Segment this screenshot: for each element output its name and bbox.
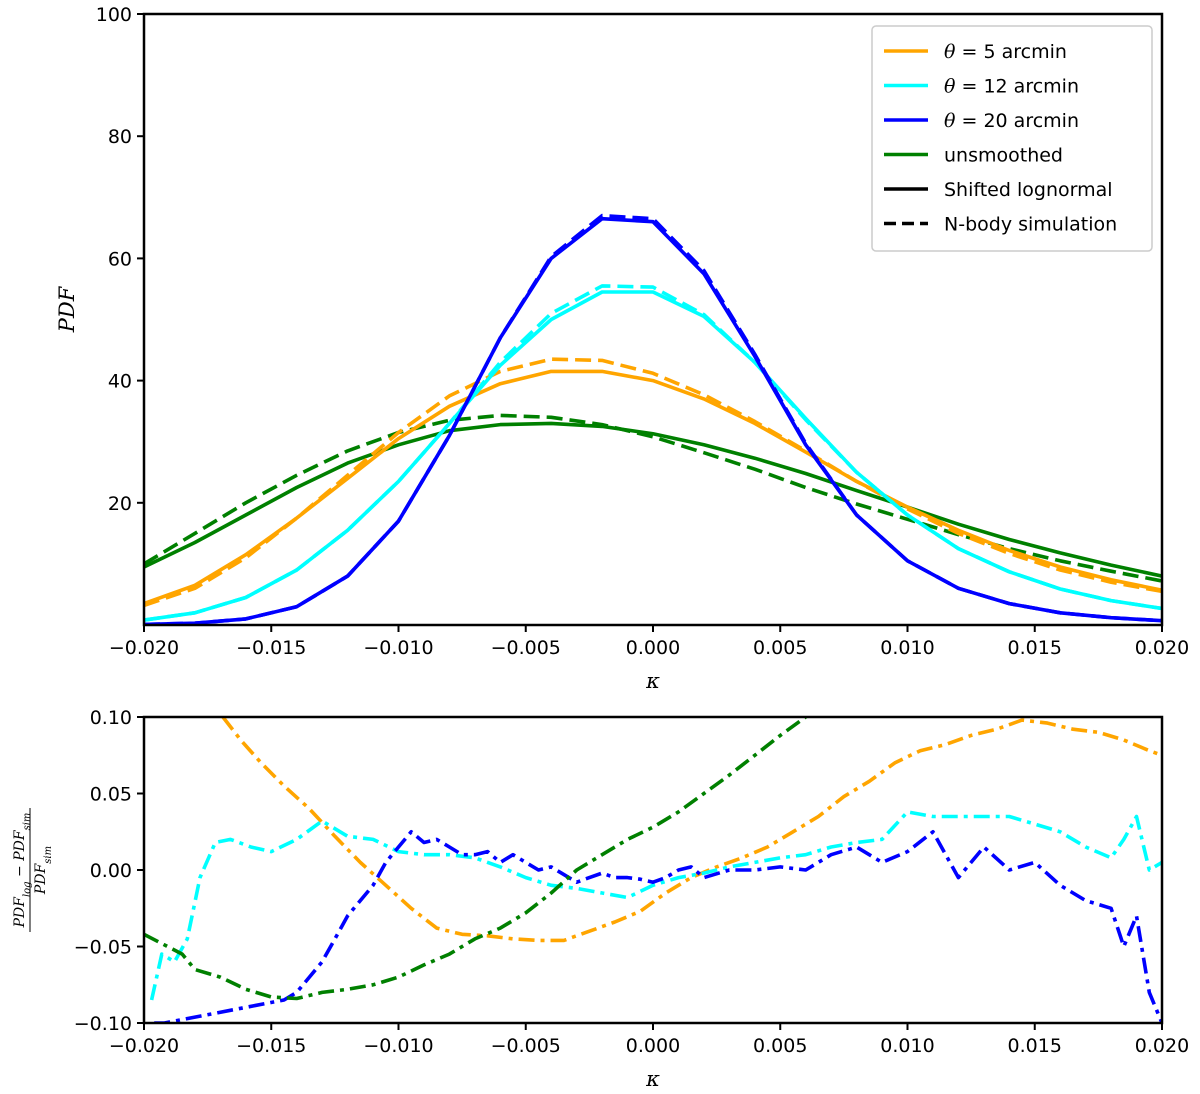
ylabel-num-pdf1: PDF (12, 896, 28, 929)
residual-x-tick-label: −0.015 (236, 1035, 306, 1057)
legend-entry-label: θ = 12 arcmin (944, 76, 1079, 98)
residual-x-axis-label: κ (645, 1067, 660, 1091)
legend-entry-text: 5 arcmin (983, 41, 1066, 63)
residual-series-20-arcmin-residual (154, 829, 1162, 1023)
legend-entry-label: θ = 5 arcmin (944, 41, 1067, 63)
residual-y-tick-label: 0.10 (90, 707, 132, 729)
residual-y-label-numerator: PDFlog − PDFsim (12, 813, 33, 929)
residual-x-tick-label: −0.005 (491, 1035, 561, 1057)
residual-y-tick-label: 0.05 (90, 784, 132, 806)
legend-entry-label: Shifted lognormal (944, 179, 1113, 201)
residual-x-tick-label: 0.015 (1008, 1035, 1062, 1057)
legend-entry-text: 20 arcmin (983, 110, 1079, 132)
legend-entry-text: unsmoothed (944, 145, 1063, 167)
pdf-y-axis-label: PDF (55, 285, 79, 333)
ylabel-minus: − (12, 861, 28, 882)
pdf-panel: −0.020 −0.015 −0.010 −0.005 0.000 0.005 0.010 0… (55, 4, 1189, 693)
pdf-y-tick-label: 40 (108, 371, 132, 393)
pdf-x-axis-label: κ (645, 669, 660, 693)
ylabel-den-sub: sim (43, 846, 54, 864)
pdf-series-unsmoothed-lognormal (144, 421, 1162, 578)
ylabel-num-sub1: log (22, 881, 33, 897)
residual-x-tick-label: 0.000 (626, 1035, 680, 1057)
pdf-x-tick-label: −0.005 (491, 637, 561, 659)
residual-series-unsmoothed-residual (144, 717, 807, 1001)
pdf-series-12-arcmin-lognormal (144, 290, 1162, 622)
residual-y-tick-label: −0.10 (74, 1013, 132, 1035)
pdf-x-tick-label: 0.020 (1135, 637, 1189, 659)
legend-entry-math: θ = (944, 41, 983, 63)
pdf-x-tick-label: −0.010 (363, 637, 433, 659)
residual-x-tick-label: 0.010 (880, 1035, 934, 1057)
pdf-x-tick-label: 0.005 (753, 637, 807, 659)
pdf-x-tick-label: 0.010 (880, 637, 934, 659)
residual-y-axis-label: PDFlog − PDFsim PDFsim (12, 808, 54, 932)
pdf-x-ticks: −0.020 −0.015 −0.010 −0.005 0.000 0.005 0.010 0… (109, 625, 1189, 659)
pdf-series-group (144, 213, 1162, 625)
residual-series-12-arcmin-residual (149, 810, 1162, 1001)
pdf-series-20-arcmin-simulation (144, 213, 1162, 625)
legend-entry-text: N-body simulation (944, 214, 1117, 236)
residual-y-ticks: −0.10 −0.05 0.00 0.05 0.10 (74, 707, 144, 1035)
residual-series-5-arcmin-residual (221, 717, 1162, 943)
pdf-y-tick-label: 100 (96, 4, 132, 26)
pdf-x-tick-label: 0.000 (626, 637, 680, 659)
pdf-series-12-arcmin-simulation (144, 284, 1162, 622)
legend-box (871, 25, 1153, 252)
legend-entry-math: θ = (944, 76, 983, 98)
ylabel-num-sub2: sim (22, 813, 33, 831)
residual-x-tick-label: −0.010 (363, 1035, 433, 1057)
pdf-y-tick-label: 80 (108, 126, 132, 148)
residual-x-tick-label: 0.020 (1135, 1035, 1189, 1057)
residual-panel: −0.020 −0.015 −0.010 −0.005 0.000 0.005 0.010 0… (12, 707, 1189, 1091)
pdf-y-ticks: 20 40 60 80 100 (96, 4, 144, 515)
legend-entry-label: θ = 20 arcmin (944, 110, 1079, 132)
pdf-x-tick-label: −0.015 (236, 637, 306, 659)
residual-x-tick-label: −0.020 (109, 1035, 179, 1057)
pdf-series-5-arcmin-simulation (144, 357, 1162, 608)
residual-y-tick-label: −0.05 (74, 937, 132, 959)
pdf-y-tick-label: 60 (108, 248, 132, 270)
residual-y-tick-label: 0.00 (90, 860, 132, 882)
legend-entry-label: N-body simulation (944, 214, 1117, 236)
residual-x-tick-label: 0.005 (753, 1035, 807, 1057)
legend-entry-label: unsmoothed (944, 145, 1063, 167)
residual-series-group (144, 717, 1162, 1023)
pdf-x-tick-label: 0.015 (1008, 637, 1062, 659)
ylabel-num-pdf2: PDF (12, 829, 28, 862)
residual-x-ticks: −0.020 −0.015 −0.010 −0.005 0.000 0.005 0.010 0… (109, 1023, 1189, 1057)
pdf-y-tick-label: 20 (108, 493, 132, 515)
pdf-x-tick-label: −0.020 (109, 637, 179, 659)
legend-entry-text: 12 arcmin (983, 76, 1079, 98)
residual-y-label-denominator: PDFsim (33, 846, 54, 895)
ylabel-den-pdf: PDF (33, 862, 49, 895)
legend-entry-math: θ = (944, 110, 983, 132)
legend-entry-text: Shifted lognormal (944, 179, 1113, 201)
